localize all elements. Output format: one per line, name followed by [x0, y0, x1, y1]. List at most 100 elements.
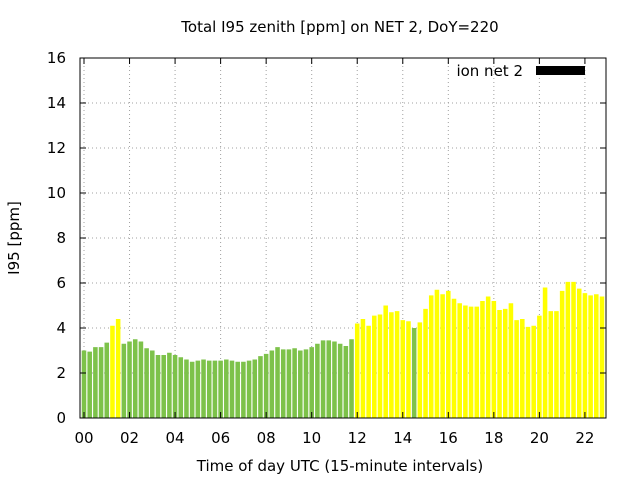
bar [212, 360, 218, 419]
bar [144, 348, 149, 418]
bar [554, 311, 559, 419]
bars [81, 281, 605, 419]
bar [542, 287, 548, 418]
bar [502, 308, 508, 419]
bar [178, 357, 184, 418]
bar [434, 289, 440, 418]
bar [150, 350, 155, 418]
chart-title: Total I95 zenith [ppm] on NET 2, DoY=220 [180, 18, 498, 36]
bar [423, 308, 428, 419]
bar [576, 288, 582, 419]
bar [280, 349, 286, 419]
bar [320, 340, 326, 419]
bar [457, 303, 462, 418]
bar [326, 340, 332, 419]
bar [172, 355, 178, 418]
bar [155, 355, 161, 418]
bar [559, 290, 565, 419]
bar [98, 347, 104, 419]
bar [315, 343, 320, 418]
bar [360, 319, 366, 418]
x-tick-label: 10 [302, 429, 321, 447]
bar [104, 342, 110, 419]
x-tick-labels: 00 02 04 06 08 10 12 14 16 18 20 22 [74, 429, 594, 447]
y-tick-labels: 0 2 4 6 8 10 12 14 16 [47, 49, 66, 427]
bar [594, 294, 599, 418]
bar [497, 310, 502, 418]
bar [303, 349, 309, 419]
bar [286, 349, 292, 419]
bar [195, 360, 201, 419]
bar [167, 352, 172, 418]
bar [298, 350, 303, 418]
x-tick-label: 22 [575, 429, 594, 447]
bar [588, 295, 593, 419]
bar [468, 306, 474, 419]
bar [366, 325, 371, 418]
bar [480, 301, 485, 418]
bar [417, 322, 423, 419]
bar [332, 341, 337, 418]
bar [440, 294, 445, 418]
legend-swatch [536, 66, 585, 75]
bar [411, 328, 417, 418]
y-tick-label: 2 [56, 364, 66, 382]
bar [463, 305, 468, 418]
y-axis-label: I95 [ppm] [5, 201, 23, 275]
bar [514, 320, 519, 419]
bar [292, 348, 297, 418]
bar [525, 326, 531, 419]
bar [115, 319, 121, 418]
bar [127, 341, 132, 418]
bar [349, 339, 354, 418]
bar [377, 314, 383, 418]
bar [269, 350, 275, 418]
bar [201, 359, 206, 418]
bar [383, 305, 388, 418]
bar [582, 293, 588, 419]
bar [571, 281, 576, 419]
y-tick-label: 4 [56, 319, 66, 337]
bar [491, 301, 497, 418]
bar [400, 320, 406, 419]
y-tick-label: 10 [47, 184, 66, 202]
bar [189, 361, 195, 418]
bar [508, 303, 514, 418]
x-axis-label: Time of day UTC (15-minute intervals) [196, 457, 483, 475]
bar [354, 323, 360, 418]
bar [241, 361, 246, 418]
bar [110, 325, 115, 418]
bar [246, 360, 252, 419]
bar [87, 351, 92, 419]
bar [548, 311, 554, 419]
y-tick-label: 0 [56, 409, 66, 427]
bar [428, 295, 434, 419]
x-tick-label: 04 [166, 429, 185, 447]
legend-label: ion net 2 [456, 62, 523, 80]
bar [81, 350, 87, 418]
bar [337, 343, 343, 418]
bar [184, 359, 189, 418]
bar [485, 296, 491, 418]
x-tick-label: 02 [120, 429, 139, 447]
bar [218, 360, 223, 419]
bar [599, 296, 605, 418]
x-tick-label: 06 [211, 429, 230, 447]
bar [206, 360, 212, 419]
x-tick-label: 12 [348, 429, 367, 447]
x-tick-label: 14 [393, 429, 412, 447]
x-tick-label: 00 [74, 429, 93, 447]
x-tick-label: 16 [439, 429, 458, 447]
bar [229, 360, 235, 419]
y-tick-label: 8 [56, 229, 66, 247]
bar [372, 315, 377, 419]
bar [389, 312, 394, 418]
y-tick-label: 14 [47, 94, 66, 112]
bar [258, 356, 263, 419]
bar [343, 346, 349, 418]
bar [224, 359, 229, 418]
bar [474, 306, 480, 419]
bar [138, 341, 144, 418]
y-tick-label: 16 [47, 49, 66, 67]
